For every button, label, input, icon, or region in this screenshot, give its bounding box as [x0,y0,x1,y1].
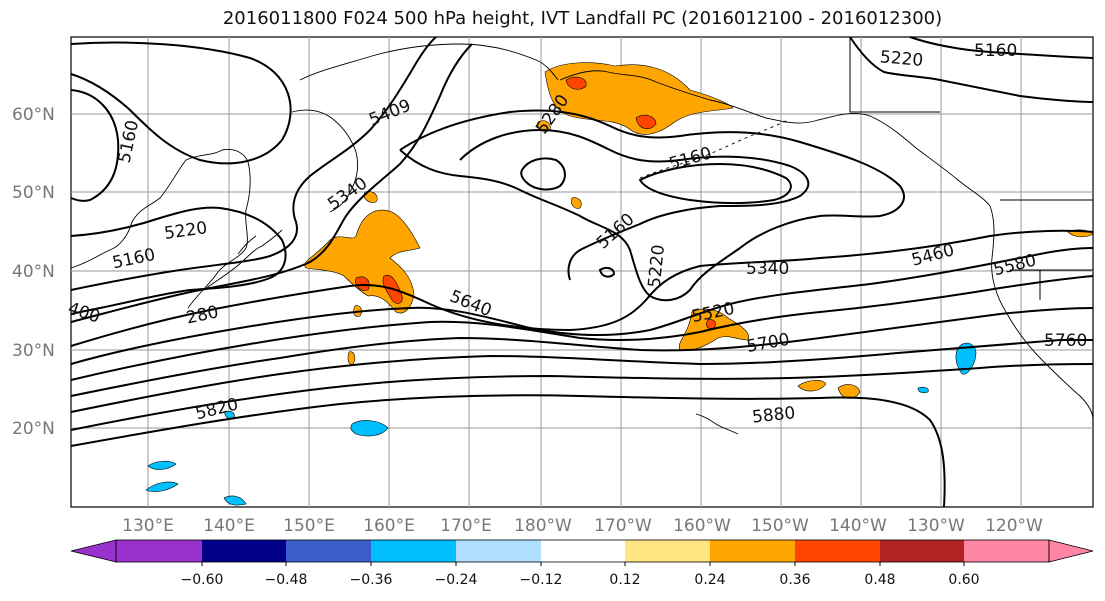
coast-east-asia [70,149,251,309]
ivt-region-northwest-core [355,276,370,291]
coastlines [70,43,1094,435]
colorbar-segment [456,540,541,562]
ivt-positive-regions [304,62,1094,399]
ivt-region-bering-core [565,76,587,90]
colorbar-tick-label: 0.36 [779,572,810,588]
coast-alaska [559,70,991,207]
lon-label: 180°W [514,516,572,536]
map-title: 2016011800 F024 500 hPa height, IVT Land… [222,8,943,29]
contour-label: 5340 [746,259,789,279]
lon-label: 140°W [829,516,887,536]
longitude-labels: 130°E 140°E 150°E 160°E 170°E 180°W 170°… [122,516,1043,536]
colorbar-tick-label: −0.48 [265,572,308,588]
lon-label: 160°W [673,516,731,536]
colorbar-segment [116,540,202,562]
colorbar-tick-label: −0.60 [181,572,224,588]
contour-label: 5880 [751,403,796,427]
ivt-region-small-3 [571,197,582,209]
colorbar-tick-label: 0.12 [609,572,640,588]
colorbar-tick-label: 0.60 [948,572,979,588]
contour-label: 5220 [645,244,669,289]
ivt-neg-small-6 [917,386,929,394]
coast-hawaii [695,413,739,435]
lon-label: 140°E [203,516,255,536]
lat-label: 50°N [12,183,55,203]
colorbar-segment [710,540,795,562]
lat-label: 40°N [12,262,55,282]
colorbar-segment [286,540,371,562]
contour-label-group: 5160 5409 5280 5220 5160 5340 5220 5160 … [65,41,1087,428]
lon-label: 150°W [751,516,809,536]
lon-label: 120°W [985,516,1043,536]
colorbar-tick-label: 0.48 [864,572,895,588]
ivt-region-hawaii-north [678,308,749,351]
contour-label: 5760 [1044,331,1087,351]
colorbar-tick-label: −0.24 [435,572,478,588]
colorbar-tick-label: 0.24 [694,572,725,588]
ivt-region-bering-sea [544,62,734,135]
colorbar-segment [625,540,710,562]
ivt-neg-small-2 [147,460,177,470]
lon-label: 130°W [907,516,965,536]
lon-label: 170°E [440,516,492,536]
colorbar-extend-high [1048,539,1094,563]
colorbar: −0.60 −0.48 −0.36 −0.24 −0.12 0.12 0.24 … [70,539,1094,588]
colorbar-tick-label: −0.36 [350,572,393,588]
political-borders [849,37,1093,300]
colorbar-segment [880,540,964,562]
lon-label: 160°E [363,516,415,536]
lon-label: 130°E [122,516,174,536]
colorbar-segment [795,540,880,562]
coast-kamchatka [291,109,359,213]
ivt-neg-small-1 [350,420,389,437]
ivt-neg-small-3 [145,481,179,492]
ivt-region-small-2 [347,351,356,365]
lat-label: 20°N [12,419,55,439]
height-contours [70,36,1094,508]
lon-label: 150°E [283,516,335,536]
contour-label: 5160 [974,41,1017,61]
coast-japan [203,229,283,291]
lon-label: 170°W [594,516,652,536]
colorbar-segment [371,540,456,562]
ivt-region-east-1 [797,380,827,392]
lat-label: 60°N [12,105,55,125]
latitude-labels: 60°N 50°N 40°N 30°N 20°N [12,105,55,439]
ivt-neg-small-4 [223,495,247,506]
ivt-region-kuril-small [363,191,378,203]
ivt-region-east-2 [837,384,861,399]
colorbar-segment [202,540,286,562]
colorbar-outline [115,539,1050,563]
colorbar-tick-label: −0.12 [520,572,563,588]
lat-label: 30°N [12,341,55,361]
colorbar-segment [541,540,625,562]
map-frame [70,36,1094,508]
coast-siberia [299,43,559,81]
ivt-negative-regions [145,342,977,506]
contour-label: 5220 [879,47,924,71]
ivt-region-bering-core-2 [635,114,657,130]
colorbar-extend-low [70,539,117,563]
colorbar-segment [964,540,1049,562]
coast-north-america [989,205,1094,421]
